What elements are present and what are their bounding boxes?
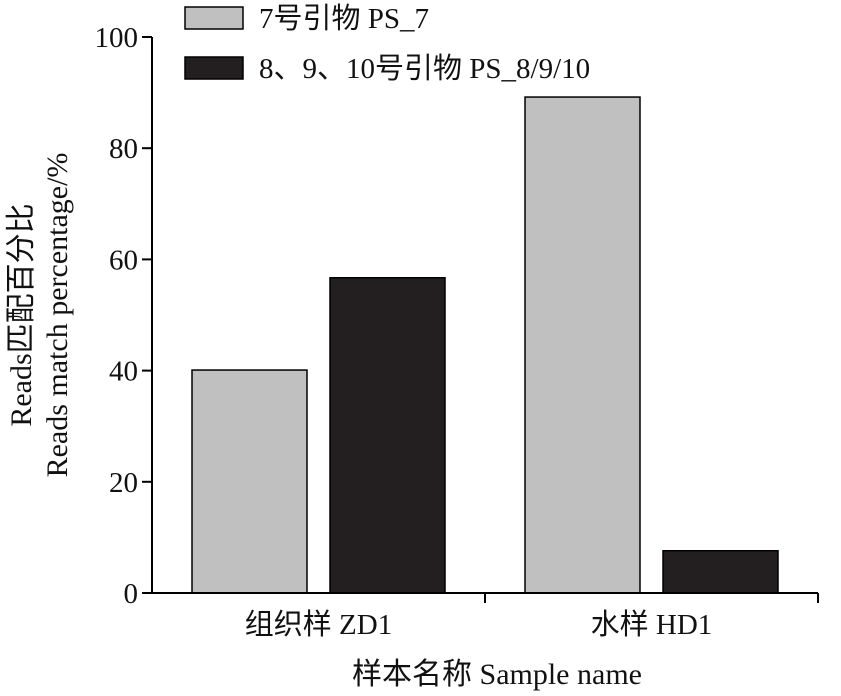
y-tick-label: 20 bbox=[109, 467, 138, 499]
x-tick-label: 组织样 ZD1 bbox=[245, 608, 392, 641]
x-axis-title: 样本名称 Sample name bbox=[352, 658, 642, 691]
bar bbox=[191, 369, 308, 594]
bars-layer bbox=[191, 96, 779, 594]
x-tick-label: 水样 HD1 bbox=[591, 608, 713, 641]
legend-label: 7号引物 PS_7 bbox=[259, 2, 429, 35]
legend: 7号引物 PS_7 8、9、10号引物 PS_8/9/10 bbox=[184, 2, 590, 85]
y-tick-label: 100 bbox=[95, 22, 139, 54]
y-tick-label: 60 bbox=[109, 244, 138, 276]
legend-swatch bbox=[184, 6, 244, 30]
legend-swatch bbox=[184, 56, 244, 80]
y-tick-label: 0 bbox=[124, 578, 139, 610]
y-axis-title-line-2: Reads match percentage/% bbox=[41, 153, 74, 478]
y-tick-label: 40 bbox=[109, 356, 138, 388]
y-axis-title-line-1: Reads匹配百分比 bbox=[5, 203, 38, 426]
bar bbox=[524, 96, 641, 594]
y-tick-label: 80 bbox=[109, 133, 138, 165]
axes-layer: 0 20 40 60 80 100 组织样 ZD1 水样 HD1 bbox=[95, 22, 819, 641]
bar bbox=[662, 549, 779, 594]
bar bbox=[329, 276, 446, 594]
legend-label: 8、9、10号引物 PS_8/9/10 bbox=[259, 52, 590, 85]
